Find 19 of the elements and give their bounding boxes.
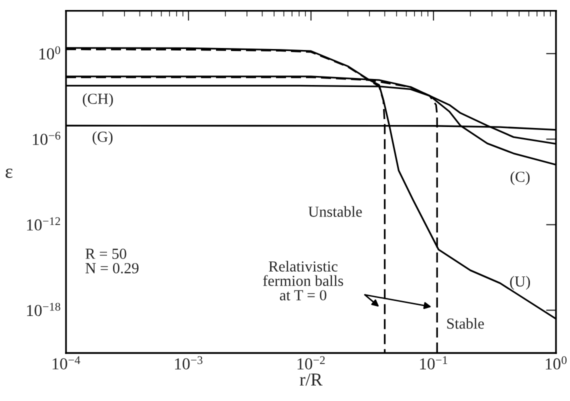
x-tick-label: 10$^{−1}$ (420, 356, 448, 370)
x-tick-label: 10$^{−2}$ (298, 356, 325, 370)
x-axis-title: r/R (300, 374, 322, 386)
y-tick-label: 10$^{−12}$ (27, 217, 60, 231)
annotation: (U) (510, 276, 530, 290)
annotation: Stable (447, 318, 484, 329)
annotation: R = 50 N = 0.29 (86, 248, 139, 274)
y-tick-label: 10$^{0}$ (39, 46, 60, 60)
y-tick-label: 10$^{−6}$ (32, 132, 60, 146)
annotation: (G) (92, 131, 113, 146)
y-tick-label: 10$^{−18}$ (27, 302, 60, 316)
annotation: (C) (510, 171, 530, 186)
x-tick-label: 10$^{0}$ (546, 356, 567, 370)
x-tick-label: 10$^{−4}$ (52, 356, 80, 370)
annotation: Relativistic fermion balls at T = 0 (263, 260, 344, 300)
x-tick-label: 10$^{−3}$ (175, 356, 202, 370)
y-axis-title: ε (6, 168, 12, 178)
annotation: (CH) (82, 93, 113, 108)
annotation: Unstable (308, 206, 362, 217)
